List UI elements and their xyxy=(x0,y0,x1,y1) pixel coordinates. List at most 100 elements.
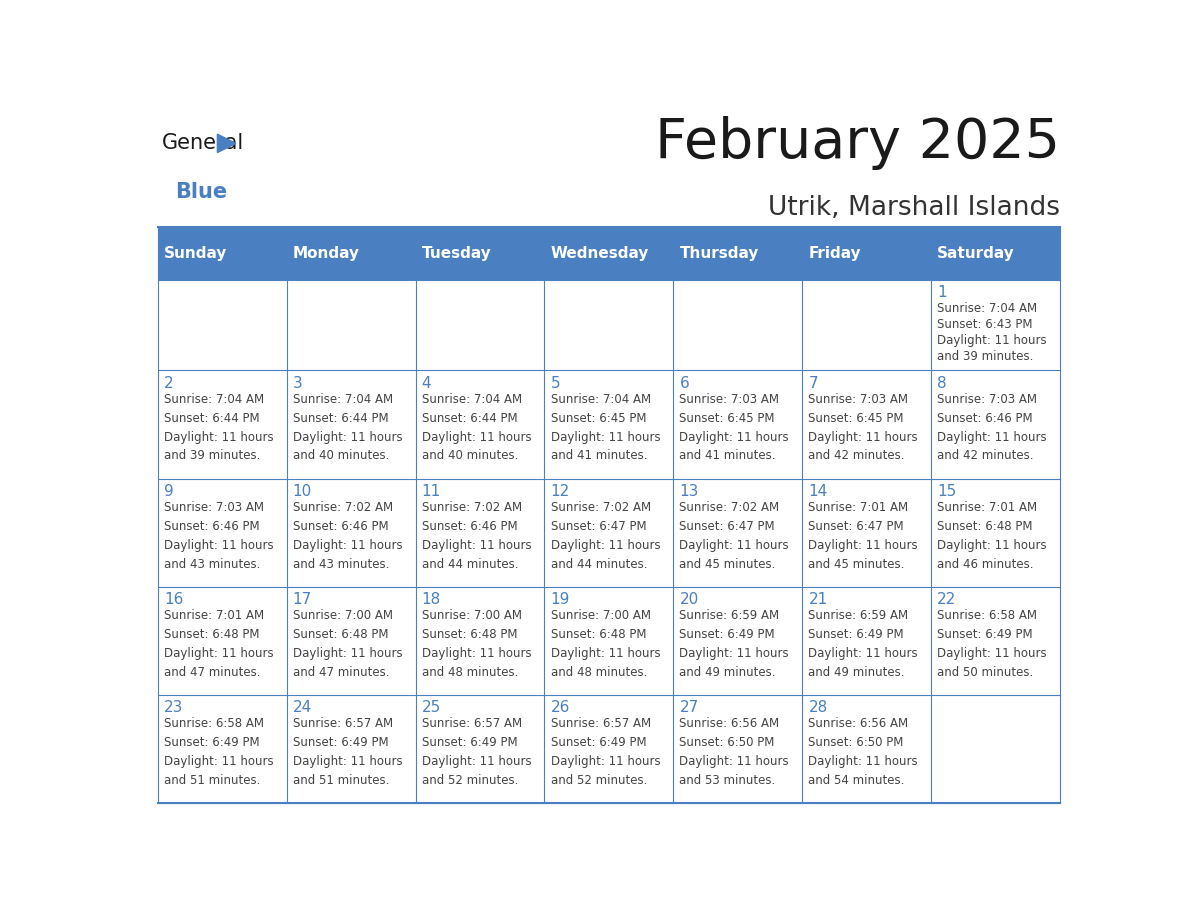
Text: Sunrise: 7:02 AM: Sunrise: 7:02 AM xyxy=(422,501,522,514)
Bar xyxy=(544,478,674,587)
Text: Daylight: 11 hours: Daylight: 11 hours xyxy=(164,647,273,660)
Text: Sunrise: 7:02 AM: Sunrise: 7:02 AM xyxy=(292,501,393,514)
Text: Daylight: 11 hours: Daylight: 11 hours xyxy=(422,539,531,552)
Text: Daylight: 11 hours: Daylight: 11 hours xyxy=(164,539,273,552)
Text: 28: 28 xyxy=(808,700,828,715)
Text: Sunset: 6:49 PM: Sunset: 6:49 PM xyxy=(550,736,646,749)
Text: Daylight: 11 hours: Daylight: 11 hours xyxy=(808,755,918,768)
Text: Daylight: 11 hours: Daylight: 11 hours xyxy=(550,755,661,768)
Text: and 42 minutes.: and 42 minutes. xyxy=(808,450,905,463)
Text: Blue: Blue xyxy=(176,182,228,202)
Bar xyxy=(931,695,1060,803)
Text: Sunrise: 6:56 AM: Sunrise: 6:56 AM xyxy=(680,717,779,730)
Text: and 45 minutes.: and 45 minutes. xyxy=(808,557,905,571)
Text: Sunrise: 6:56 AM: Sunrise: 6:56 AM xyxy=(808,717,909,730)
Bar xyxy=(544,587,674,695)
Text: Sunset: 6:45 PM: Sunset: 6:45 PM xyxy=(550,411,646,425)
Bar xyxy=(931,370,1060,478)
Bar xyxy=(286,227,416,280)
Text: Sunrise: 7:02 AM: Sunrise: 7:02 AM xyxy=(550,501,651,514)
Text: and 45 minutes.: and 45 minutes. xyxy=(680,557,776,571)
Text: Daylight: 11 hours: Daylight: 11 hours xyxy=(292,539,403,552)
Text: Sunset: 6:49 PM: Sunset: 6:49 PM xyxy=(422,736,517,749)
Text: Daylight: 11 hours: Daylight: 11 hours xyxy=(292,431,403,443)
Text: Friday: Friday xyxy=(808,246,861,261)
Text: Sunrise: 7:00 AM: Sunrise: 7:00 AM xyxy=(292,609,393,622)
Text: Sunrise: 6:59 AM: Sunrise: 6:59 AM xyxy=(680,609,779,622)
Text: 18: 18 xyxy=(422,592,441,607)
Bar xyxy=(802,280,931,370)
Text: and 52 minutes.: and 52 minutes. xyxy=(422,774,518,787)
Text: Sunset: 6:48 PM: Sunset: 6:48 PM xyxy=(164,628,259,641)
Text: Daylight: 11 hours: Daylight: 11 hours xyxy=(680,539,789,552)
Text: Sunday: Sunday xyxy=(164,246,227,261)
Text: Daylight: 11 hours: Daylight: 11 hours xyxy=(164,431,273,443)
Text: Daylight: 11 hours: Daylight: 11 hours xyxy=(422,647,531,660)
Text: and 40 minutes.: and 40 minutes. xyxy=(292,450,390,463)
Bar xyxy=(286,280,416,370)
Text: and 46 minutes.: and 46 minutes. xyxy=(937,557,1034,571)
Bar xyxy=(544,280,674,370)
Text: 2: 2 xyxy=(164,375,173,391)
Bar xyxy=(416,695,544,803)
Text: Daylight: 11 hours: Daylight: 11 hours xyxy=(680,431,789,443)
Text: and 49 minutes.: and 49 minutes. xyxy=(808,666,905,678)
Text: Sunset: 6:48 PM: Sunset: 6:48 PM xyxy=(550,628,646,641)
Text: and 42 minutes.: and 42 minutes. xyxy=(937,450,1034,463)
Bar xyxy=(802,478,931,587)
Text: Sunrise: 7:00 AM: Sunrise: 7:00 AM xyxy=(422,609,522,622)
Text: Sunrise: 7:01 AM: Sunrise: 7:01 AM xyxy=(937,501,1037,514)
Text: Daylight: 11 hours: Daylight: 11 hours xyxy=(808,431,918,443)
Text: and 50 minutes.: and 50 minutes. xyxy=(937,666,1034,678)
Bar xyxy=(674,587,802,695)
Text: Sunrise: 6:59 AM: Sunrise: 6:59 AM xyxy=(808,609,909,622)
Text: 24: 24 xyxy=(292,700,312,715)
Text: Sunset: 6:44 PM: Sunset: 6:44 PM xyxy=(292,411,388,425)
Text: Sunrise: 7:04 AM: Sunrise: 7:04 AM xyxy=(937,302,1037,315)
Text: and 51 minutes.: and 51 minutes. xyxy=(292,774,390,787)
Text: Sunrise: 7:03 AM: Sunrise: 7:03 AM xyxy=(808,393,909,406)
Text: Sunset: 6:45 PM: Sunset: 6:45 PM xyxy=(680,411,775,425)
Text: and 48 minutes.: and 48 minutes. xyxy=(422,666,518,678)
Bar xyxy=(416,280,544,370)
Text: Sunset: 6:46 PM: Sunset: 6:46 PM xyxy=(292,520,388,532)
Text: February 2025: February 2025 xyxy=(655,117,1060,171)
Text: 14: 14 xyxy=(808,484,828,498)
Text: 19: 19 xyxy=(550,592,570,607)
Text: and 44 minutes.: and 44 minutes. xyxy=(550,557,647,571)
Text: 27: 27 xyxy=(680,700,699,715)
Text: Sunset: 6:50 PM: Sunset: 6:50 PM xyxy=(808,736,904,749)
Text: and 54 minutes.: and 54 minutes. xyxy=(808,774,905,787)
Text: 20: 20 xyxy=(680,592,699,607)
Bar xyxy=(416,370,544,478)
Bar xyxy=(158,370,286,478)
Text: Daylight: 11 hours: Daylight: 11 hours xyxy=(422,431,531,443)
Text: Daylight: 11 hours: Daylight: 11 hours xyxy=(808,539,918,552)
Text: Sunrise: 7:04 AM: Sunrise: 7:04 AM xyxy=(550,393,651,406)
Bar xyxy=(158,227,286,280)
Bar xyxy=(544,695,674,803)
Bar xyxy=(286,695,416,803)
Text: 25: 25 xyxy=(422,700,441,715)
Bar xyxy=(931,227,1060,280)
Text: 15: 15 xyxy=(937,484,956,498)
Bar xyxy=(286,478,416,587)
Text: Thursday: Thursday xyxy=(680,246,759,261)
Bar xyxy=(802,587,931,695)
Text: and 48 minutes.: and 48 minutes. xyxy=(550,666,647,678)
Text: and 39 minutes.: and 39 minutes. xyxy=(164,450,260,463)
Text: Daylight: 11 hours: Daylight: 11 hours xyxy=(680,755,789,768)
Text: and 47 minutes.: and 47 minutes. xyxy=(164,666,260,678)
Text: Sunset: 6:49 PM: Sunset: 6:49 PM xyxy=(808,628,904,641)
Bar xyxy=(931,587,1060,695)
Text: 11: 11 xyxy=(422,484,441,498)
Text: Daylight: 11 hours: Daylight: 11 hours xyxy=(680,647,789,660)
Bar xyxy=(802,227,931,280)
Text: Sunrise: 7:04 AM: Sunrise: 7:04 AM xyxy=(164,393,264,406)
Text: and 52 minutes.: and 52 minutes. xyxy=(550,774,647,787)
Text: Daylight: 11 hours: Daylight: 11 hours xyxy=(422,755,531,768)
Text: Sunrise: 7:01 AM: Sunrise: 7:01 AM xyxy=(808,501,909,514)
Text: 6: 6 xyxy=(680,375,689,391)
Text: 17: 17 xyxy=(292,592,312,607)
Bar xyxy=(416,478,544,587)
